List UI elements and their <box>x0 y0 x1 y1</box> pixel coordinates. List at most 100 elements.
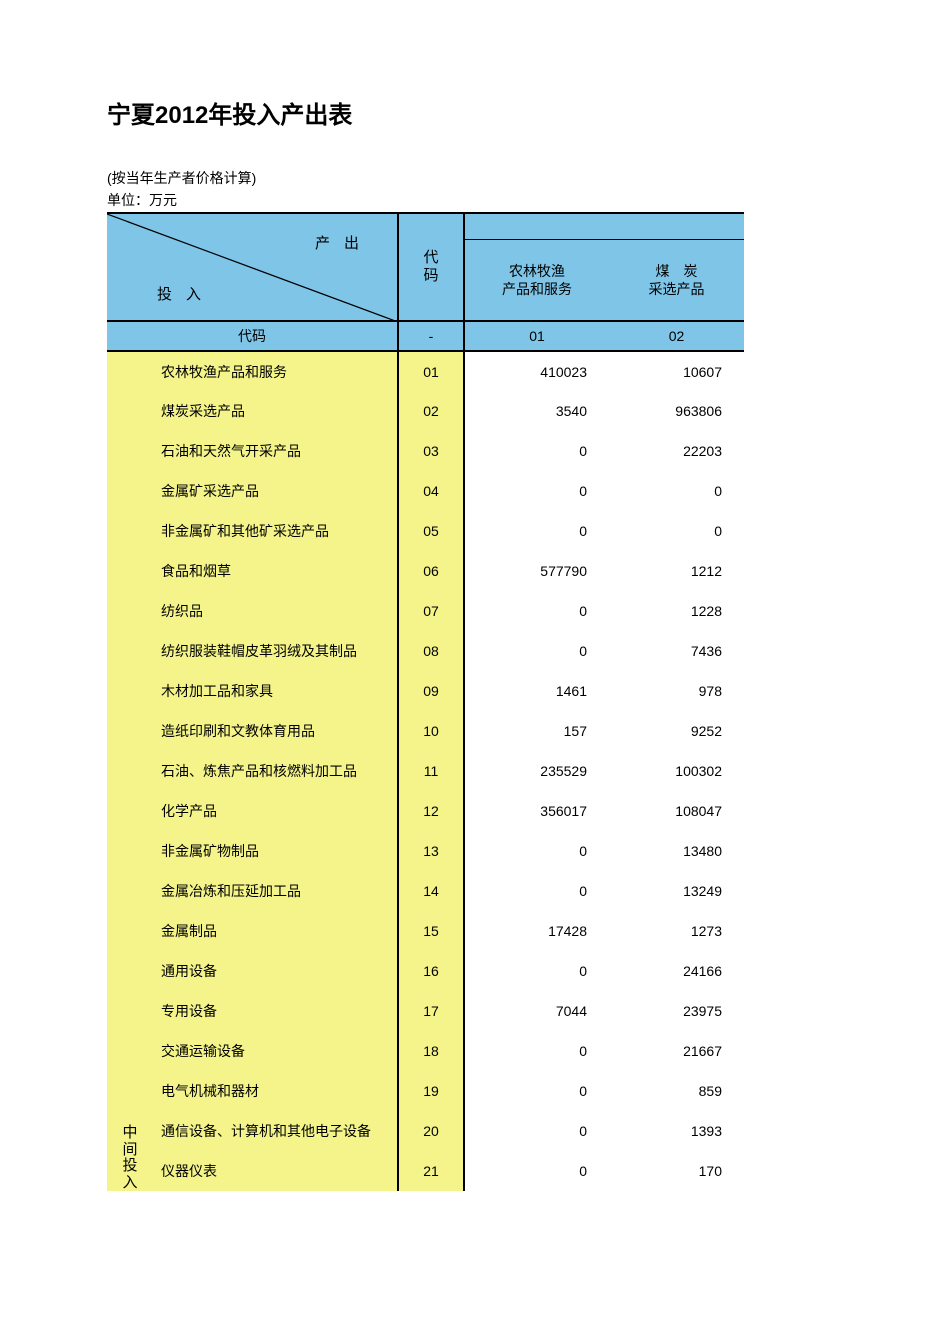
row-label: 造纸印刷和文教体育用品 <box>153 711 398 751</box>
row-code: 19 <box>398 1071 464 1111</box>
table-row: 造纸印刷和文教体育用品101579252 <box>107 711 744 751</box>
column-header-01: 农林牧渔 产品和服务 <box>464 239 609 321</box>
row-code: 18 <box>398 1031 464 1071</box>
row-value-col01: 0 <box>464 511 609 551</box>
sidebar-label-text: 中间投入 <box>123 1125 138 1191</box>
row-label: 电气机械和器材 <box>153 1071 398 1111</box>
table-row: 通用设备16024166 <box>107 951 744 991</box>
io-table: 产出 投入 代码 农林牧渔 产品和服务 煤 炭 采选产品 代码 - 01 02 … <box>107 212 744 1191</box>
table-header-row: 产出 投入 代码 <box>107 213 744 239</box>
document-unit: 单位：万元 <box>107 190 945 210</box>
row-value-col02: 22203 <box>609 431 744 471</box>
table-row: 仪器仪表210170 <box>107 1151 744 1191</box>
row-value-col02: 170 <box>609 1151 744 1191</box>
table-row: 中间投入农林牧渔产品和服务0141002310607 <box>107 351 744 391</box>
row-value-col01: 356017 <box>464 791 609 831</box>
table-row: 非金属矿和其他矿采选产品0500 <box>107 511 744 551</box>
row-label: 纺织服装鞋帽皮革羽绒及其制品 <box>153 631 398 671</box>
row-value-col01: 577790 <box>464 551 609 591</box>
row-value-col01: 1461 <box>464 671 609 711</box>
table-row: 石油、炼焦产品和核燃料加工品11235529100302 <box>107 751 744 791</box>
row-value-col02: 1393 <box>609 1111 744 1151</box>
row-value-col01: 17428 <box>464 911 609 951</box>
table-row: 金属制品15174281273 <box>107 911 744 951</box>
row-label: 仪器仪表 <box>153 1151 398 1191</box>
document-title: 宁夏2012年投入产出表 <box>107 95 945 130</box>
column-code-02: 02 <box>609 321 744 351</box>
table-row: 煤炭采选产品023540963806 <box>107 391 744 431</box>
column-code-01: 01 <box>464 321 609 351</box>
row-value-col02: 24166 <box>609 951 744 991</box>
row-value-col01: 0 <box>464 871 609 911</box>
row-label: 石油和天然气开采产品 <box>153 431 398 471</box>
row-code: 17 <box>398 991 464 1031</box>
row-value-col02: 13249 <box>609 871 744 911</box>
table-code-row: 代码 - 01 02 <box>107 321 744 351</box>
header-top-empty <box>464 213 744 239</box>
row-value-col02: 1212 <box>609 551 744 591</box>
row-label: 化学产品 <box>153 791 398 831</box>
row-code: 21 <box>398 1151 464 1191</box>
code-row-label: 代码 <box>107 321 398 351</box>
row-label: 石油、炼焦产品和核燃料加工品 <box>153 751 398 791</box>
row-label: 农林牧渔产品和服务 <box>153 351 398 391</box>
header-code-label: 代码 <box>398 213 464 321</box>
diagonal-line-icon <box>107 214 398 322</box>
table-row: 化学产品12356017108047 <box>107 791 744 831</box>
row-code: 07 <box>398 591 464 631</box>
table-row: 电气机械和器材190859 <box>107 1071 744 1111</box>
row-value-col01: 410023 <box>464 351 609 391</box>
row-code: 01 <box>398 351 464 391</box>
row-value-col01: 0 <box>464 631 609 671</box>
row-code: 12 <box>398 791 464 831</box>
table-row: 金属矿采选产品0400 <box>107 471 744 511</box>
row-value-col02: 7436 <box>609 631 744 671</box>
row-value-col01: 7044 <box>464 991 609 1031</box>
row-value-col01: 0 <box>464 1151 609 1191</box>
row-value-col02: 21667 <box>609 1031 744 1071</box>
row-value-col02: 859 <box>609 1071 744 1111</box>
row-value-col02: 13480 <box>609 831 744 871</box>
row-code: 10 <box>398 711 464 751</box>
row-value-col01: 0 <box>464 831 609 871</box>
table-row: 专用设备17704423975 <box>107 991 744 1031</box>
row-code: 14 <box>398 871 464 911</box>
row-code: 13 <box>398 831 464 871</box>
row-value-col01: 0 <box>464 1111 609 1151</box>
row-code: 09 <box>398 671 464 711</box>
code-row-dash: - <box>398 321 464 351</box>
row-label: 通信设备、计算机和其他电子设备 <box>153 1111 398 1151</box>
row-label: 非金属矿物制品 <box>153 831 398 871</box>
row-code: 20 <box>398 1111 464 1151</box>
row-code: 11 <box>398 751 464 791</box>
diagonal-header-cell: 产出 投入 <box>107 213 398 321</box>
table-row: 纺织服装鞋帽皮革羽绒及其制品0807436 <box>107 631 744 671</box>
table-row: 木材加工品和家具091461978 <box>107 671 744 711</box>
row-label: 交通运输设备 <box>153 1031 398 1071</box>
row-value-col02: 108047 <box>609 791 744 831</box>
row-value-col02: 1228 <box>609 591 744 631</box>
row-value-col01: 0 <box>464 471 609 511</box>
row-value-col01: 157 <box>464 711 609 751</box>
row-label: 金属冶炼和压延加工品 <box>153 871 398 911</box>
row-value-col02: 0 <box>609 511 744 551</box>
row-label: 木材加工品和家具 <box>153 671 398 711</box>
row-value-col01: 0 <box>464 591 609 631</box>
row-code: 06 <box>398 551 464 591</box>
row-code: 05 <box>398 511 464 551</box>
row-value-col02: 23975 <box>609 991 744 1031</box>
row-value-col02: 963806 <box>609 391 744 431</box>
table-row: 非金属矿物制品13013480 <box>107 831 744 871</box>
row-code: 02 <box>398 391 464 431</box>
row-value-col02: 9252 <box>609 711 744 751</box>
row-value-col02: 100302 <box>609 751 744 791</box>
row-value-col01: 0 <box>464 951 609 991</box>
row-code: 16 <box>398 951 464 991</box>
row-value-col02: 1273 <box>609 911 744 951</box>
row-value-col02: 10607 <box>609 351 744 391</box>
row-label: 食品和烟草 <box>153 551 398 591</box>
row-code: 15 <box>398 911 464 951</box>
column-header-02: 煤 炭 采选产品 <box>609 239 744 321</box>
row-code: 08 <box>398 631 464 671</box>
row-label: 金属矿采选产品 <box>153 471 398 511</box>
